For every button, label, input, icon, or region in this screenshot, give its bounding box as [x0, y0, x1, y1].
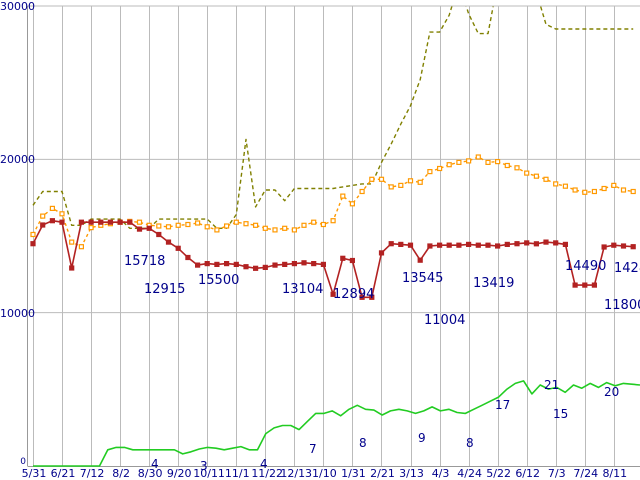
y-tick-label: 0	[20, 457, 26, 467]
y-tick-label: 30000	[0, 0, 35, 13]
y-tick-label: 10000	[0, 306, 35, 320]
data-point-label: 4	[151, 457, 159, 471]
data-point-label: 14490	[565, 259, 607, 274]
x-tick-label: 10/11	[193, 467, 225, 480]
x-tick-label: 8/11	[602, 467, 628, 480]
x-tick-label: 3/13	[399, 467, 424, 480]
data-point-label: 11004	[424, 313, 466, 328]
x-tick-label: 7/3	[547, 467, 566, 480]
x-tick-label: 1/31	[341, 467, 366, 480]
x-tick-label: 11/22	[251, 467, 284, 480]
x-tick-label: 5/31	[21, 467, 47, 480]
grid-lines	[27, 0, 640, 466]
data-point-label: 14280	[614, 261, 640, 276]
data-point-label: 17	[495, 398, 511, 412]
data-point-label: 8	[359, 436, 367, 450]
data-point-label: 12894	[333, 287, 375, 302]
data-point-label: 15500	[198, 273, 240, 288]
axis-lines	[27, 0, 640, 467]
x-tick-label: 6/12	[515, 467, 541, 480]
x-tick-label: 7/12	[79, 467, 105, 480]
data-point-label: 13545	[402, 271, 444, 286]
x-tick-label: 12/13	[280, 467, 313, 480]
data-point-label: 11800	[604, 298, 640, 313]
x-tick-label: 6/21	[50, 467, 76, 480]
data-point-label: 21	[544, 378, 560, 392]
data-point-label: 20	[604, 385, 620, 399]
y-tick-label: 20000	[0, 153, 35, 167]
data-point-label: 7	[309, 442, 317, 456]
data-point-label: 9	[418, 431, 426, 445]
x-tick-label: 11/1	[224, 467, 250, 480]
data-point-label: 13419	[473, 276, 515, 291]
x-tick-label: 4/3	[431, 467, 450, 480]
data-series	[30, 0, 640, 467]
data-point-label: 15718	[124, 254, 166, 269]
x-tick-label: 2/21	[370, 467, 395, 480]
x-tick-label: 4/24	[457, 467, 482, 480]
x-tick-label: 5/22	[486, 467, 511, 480]
x-tick-label: 9/20	[166, 467, 192, 480]
data-point-label: 15	[553, 407, 569, 421]
x-tick-label: 7/24	[573, 467, 599, 480]
data-point-label: 4	[260, 457, 268, 471]
x-tick-label: 1/10	[312, 467, 337, 480]
data-point-label: 8	[466, 436, 474, 450]
x-tick-label: 8/2	[112, 467, 130, 480]
data-point-label: 12915	[144, 282, 186, 297]
data-point-label: 13104	[282, 282, 324, 297]
x-tick-label: 8/30	[137, 467, 163, 480]
data-point-label: 3	[200, 459, 208, 473]
